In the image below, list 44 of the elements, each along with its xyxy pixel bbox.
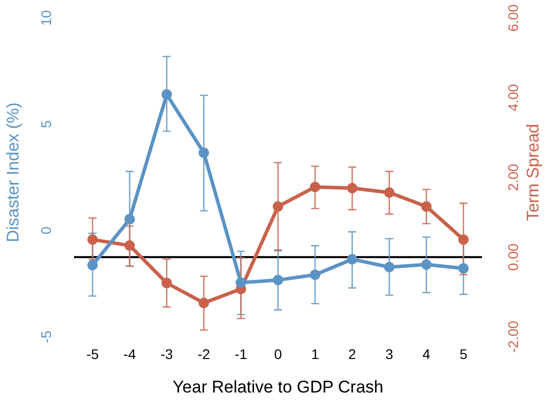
y-tick-label: 5 <box>38 120 54 128</box>
point <box>87 260 98 270</box>
x-tick-label: 1 <box>311 346 320 362</box>
y-tick-label: 10 <box>38 10 54 26</box>
point <box>310 269 320 280</box>
point <box>272 201 284 212</box>
y2-axis-title: Term Spread <box>524 124 543 222</box>
x-tick-label: 2 <box>348 346 356 362</box>
point <box>198 147 210 158</box>
point <box>346 182 358 194</box>
x-tick-label: 4 <box>422 346 430 362</box>
point <box>384 262 395 272</box>
point <box>272 274 284 286</box>
point <box>458 263 469 274</box>
x-tick-label: 0 <box>274 346 282 362</box>
point <box>198 298 210 308</box>
x-tick-label: -4 <box>123 346 136 362</box>
x-tick-label: 5 <box>460 346 468 362</box>
x-tick-label: -1 <box>234 346 248 362</box>
x-tick-label: -2 <box>198 346 210 362</box>
point <box>421 201 432 212</box>
y-tick-label: 0 <box>38 226 54 234</box>
y2-tick-label: 2.00 <box>504 164 521 192</box>
point <box>458 234 469 245</box>
point <box>124 214 135 225</box>
y2-tick-label: 4.00 <box>504 84 521 112</box>
x-tick-label: -3 <box>160 346 174 362</box>
point <box>161 89 172 100</box>
x-tick-label: -5 <box>86 346 99 362</box>
y2-tick-label: 6.00 <box>504 4 521 32</box>
y-tick-label: -5 <box>38 330 54 344</box>
point <box>346 254 358 264</box>
x-tick-label: 3 <box>385 346 394 362</box>
point <box>161 278 172 288</box>
point <box>236 277 246 288</box>
point <box>310 182 320 192</box>
point <box>384 187 395 198</box>
point <box>421 259 432 270</box>
y-axis-title: Disaster Index (%) <box>4 102 23 242</box>
point <box>87 234 98 245</box>
point <box>124 240 135 251</box>
y2-tick-label: 0.00 <box>504 243 521 271</box>
y2-tick-label: -2.00 <box>504 320 521 353</box>
x-axis-title: Year Relative to GDP Crash <box>172 377 384 396</box>
